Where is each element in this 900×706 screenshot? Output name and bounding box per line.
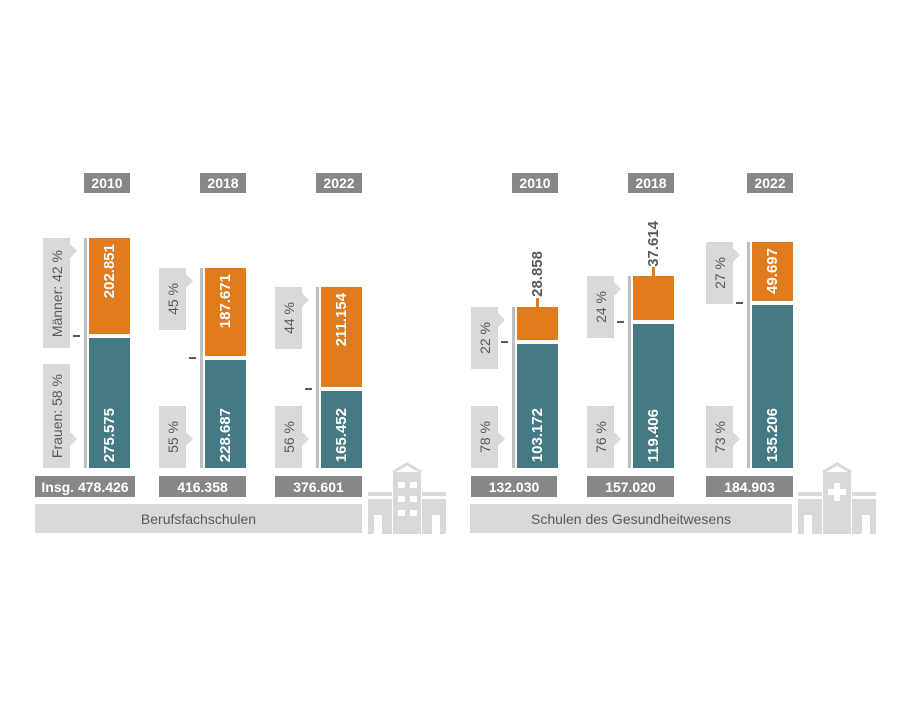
value-label-men: 211.154	[333, 293, 350, 347]
value-label-women: 119.406	[645, 408, 662, 462]
percent-text-men: Männer: 42 %	[48, 249, 65, 337]
percent-text-women: Frauen: 58 %	[48, 373, 65, 459]
value-leader-line	[536, 297, 539, 307]
arrow-right-icon	[614, 282, 621, 297]
arrow-right-icon	[70, 244, 77, 259]
value-label-women: 228.687	[217, 407, 234, 462]
total-label: 132.030	[471, 476, 557, 497]
bar-segment-men[interactable]	[517, 306, 558, 341]
percent-label-women: 78 %	[471, 406, 505, 468]
year-label: 2018	[628, 173, 674, 193]
percent-label-men: Männer: 42 %	[43, 238, 77, 349]
percent-text-women: 73 %	[711, 421, 728, 453]
percent-text-women: 55 %	[164, 421, 181, 453]
percent-text-women: 78 %	[476, 421, 493, 453]
percent-label-men: 45 %	[159, 268, 193, 331]
value-label-men: 187.671	[217, 274, 234, 329]
category-label: Schulen des Gesundheitwesens	[470, 504, 792, 533]
percent-text-men: 44 %	[280, 302, 297, 335]
arrow-right-icon	[186, 274, 193, 289]
value-label-men: 37.614	[644, 220, 662, 267]
bar-segment-men[interactable]: 202.851	[89, 238, 130, 334]
bar-segment-men[interactable]: 187.671	[205, 268, 246, 357]
value-label-women: 103.172	[529, 407, 546, 462]
value-label-women: 165.452	[333, 407, 350, 462]
percent-text-men: 27 %	[711, 257, 728, 290]
total-label: 184.903	[706, 476, 793, 497]
building-icon	[368, 462, 446, 534]
arrow-right-icon	[614, 432, 621, 446]
bar-segment-women[interactable]: 103.172	[517, 344, 558, 468]
arrow-right-icon	[498, 432, 505, 446]
arrow-right-icon	[302, 432, 309, 446]
value-label-women: 135.206	[764, 407, 781, 462]
hospital-icon	[798, 462, 876, 534]
bar-axis-line	[84, 238, 87, 468]
value-label-men-outside: 37.614	[638, 186, 668, 267]
bar-axis-line	[316, 287, 319, 468]
total-label: 416.358	[159, 476, 246, 497]
bar-segment-women[interactable]: 165.452	[321, 390, 362, 468]
year-label: 2022	[747, 173, 793, 193]
arrow-right-icon	[186, 432, 193, 446]
value-label-men-outside: 28.858	[522, 217, 552, 297]
value-label-men: 202.851	[101, 244, 118, 299]
division-marker	[736, 302, 743, 305]
division-marker	[189, 357, 196, 360]
year-label: 2010	[84, 173, 130, 193]
value-label-women: 275.575	[101, 407, 118, 462]
arrow-right-icon	[733, 248, 740, 263]
division-marker	[73, 334, 80, 337]
percent-label-men: 44 %	[275, 287, 309, 350]
total-label: 376.601	[275, 476, 362, 497]
bar-axis-line	[200, 268, 203, 468]
bar-axis-line	[628, 276, 631, 468]
year-label: 2018	[200, 173, 246, 193]
percent-label-women: 56 %	[275, 406, 309, 468]
bar-axis-line	[747, 242, 750, 468]
arrow-right-icon	[70, 432, 77, 446]
percent-text-men: 22 %	[476, 321, 493, 354]
percent-label-men: 27 %	[706, 242, 740, 305]
bar-segment-men[interactable]: 211.154	[321, 287, 362, 387]
percent-text-men: 24 %	[592, 291, 609, 324]
division-marker	[305, 387, 312, 390]
bar-axis-line	[512, 306, 515, 468]
division-marker	[617, 321, 624, 324]
total-label: 157.020	[587, 476, 674, 497]
year-label: 2022	[316, 173, 362, 193]
arrow-right-icon	[498, 312, 505, 327]
percent-label-women: Frauen: 58 %	[43, 364, 77, 468]
percent-label-women: 55 %	[159, 406, 193, 468]
value-label-men: 49.697	[764, 248, 781, 295]
value-leader-line	[652, 267, 655, 277]
bar-segment-men[interactable]	[633, 276, 674, 321]
division-marker	[501, 341, 508, 344]
value-label-men: 28.858	[528, 251, 546, 297]
year-label: 2010	[512, 173, 558, 193]
bar-segment-women[interactable]: 228.687	[205, 360, 246, 468]
total-label: Insg. 478.426	[35, 476, 135, 497]
arrow-right-icon	[302, 293, 309, 308]
percent-text-women: 76 %	[592, 421, 609, 453]
percent-label-men: 24 %	[587, 276, 621, 339]
percent-text-men: 45 %	[164, 283, 181, 316]
bar-segment-men[interactable]: 49.697	[752, 242, 793, 302]
bar-segment-women[interactable]: 275.575	[89, 337, 130, 468]
bar-segment-women[interactable]: 119.406	[633, 324, 674, 468]
category-label: Berufsfachschulen	[35, 504, 362, 533]
percent-text-women: 56 %	[280, 421, 297, 453]
percent-label-women: 73 %	[706, 406, 740, 468]
bar-segment-women[interactable]: 135.206	[752, 305, 793, 468]
arrow-right-icon	[733, 432, 740, 446]
percent-label-women: 76 %	[587, 406, 621, 468]
percent-label-men: 22 %	[471, 306, 505, 369]
